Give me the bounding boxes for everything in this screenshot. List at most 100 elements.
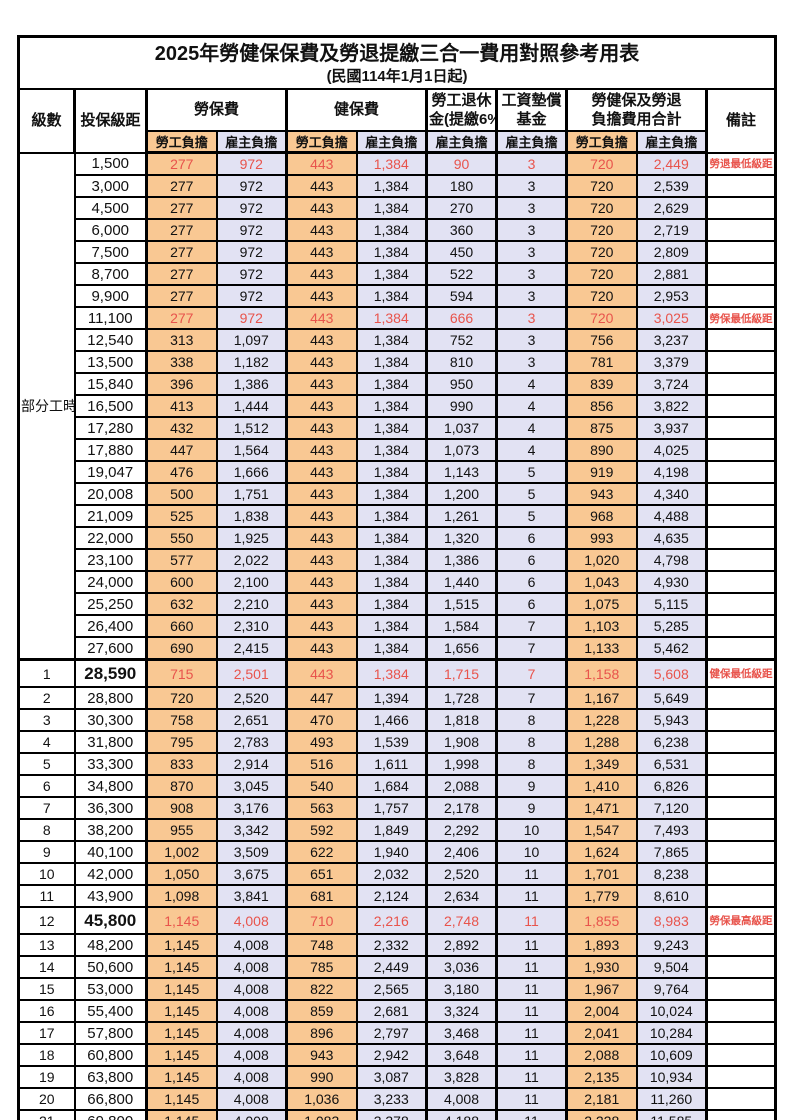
cell-bracket: 23,100 xyxy=(73,548,148,572)
cell-labor-employer: 972 xyxy=(215,284,288,308)
table-header: 2025年勞健保保費及勞退提繳三合一費用對照參考用表 (民國114年1月1日起)… xyxy=(17,35,777,154)
cell-health-employee: 443 xyxy=(285,394,358,418)
table-row: 4,500 277 972 443 1,384 270 3 720 2,629 xyxy=(19,196,777,220)
cell-bracket: 48,200 xyxy=(73,933,148,957)
cell-labor-employer: 2,783 xyxy=(215,730,288,754)
cell-labor-employer: 2,520 xyxy=(215,686,288,710)
header-health-insurance: 健保費 xyxy=(285,88,428,132)
cell-pension: 450 xyxy=(425,240,498,264)
cell-labor-employee: 1,145 xyxy=(145,999,218,1023)
cell-wage-fund: 11 xyxy=(495,1087,568,1111)
cell-note xyxy=(705,504,777,528)
cell-bracket: 11,100 xyxy=(73,306,148,330)
cell-total-employee: 1,043 xyxy=(565,570,638,594)
cell-wage-fund: 9 xyxy=(495,774,568,798)
cell-total-employee: 2,181 xyxy=(565,1087,638,1111)
cell-labor-employee: 1,145 xyxy=(145,933,218,957)
cell-health-employee: 443 xyxy=(285,614,358,638)
cell-labor-employer: 972 xyxy=(215,262,288,286)
cell-labor-employer: 1,512 xyxy=(215,416,288,440)
table-row: 16 55,400 1,145 4,008 859 2,681 3,324 11 2,004 10… xyxy=(17,999,777,1023)
cell-labor-employer: 4,008 xyxy=(215,999,288,1023)
cell-health-employer: 2,565 xyxy=(355,977,428,1001)
cell-health-employee: 443 xyxy=(285,218,358,242)
cell-total-employer: 10,934 xyxy=(635,1065,708,1089)
cell-health-employer: 1,384 xyxy=(355,151,428,176)
cell-pension: 3,036 xyxy=(425,955,498,979)
cell-note xyxy=(705,1109,777,1120)
cell-wage-fund: 6 xyxy=(495,592,568,616)
cell-health-employee: 622 xyxy=(285,840,358,864)
cell-wage-fund: 3 xyxy=(495,262,568,286)
cell-health-employee: 990 xyxy=(285,1065,358,1089)
cell-total-employee: 890 xyxy=(565,438,638,462)
cell-bracket: 33,300 xyxy=(73,752,148,776)
cell-health-employer: 1,384 xyxy=(355,306,428,330)
cell-total-employee: 720 xyxy=(565,151,638,176)
cell-bracket: 22,000 xyxy=(73,526,148,550)
cell-total-employee: 2,041 xyxy=(565,1021,638,1045)
cell-health-employee: 748 xyxy=(285,933,358,957)
cell-bracket: 30,300 xyxy=(73,708,148,732)
cell-total-employee: 720 xyxy=(565,196,638,220)
cell-pension: 1,715 xyxy=(425,658,498,688)
table-row: 5 33,300 833 2,914 516 1,611 1,998 8 1,349 6,531 xyxy=(17,752,777,776)
cell-pension: 1,073 xyxy=(425,438,498,462)
cell-pension: 2,892 xyxy=(425,933,498,957)
cell-health-employer: 1,384 xyxy=(355,416,428,440)
cell-bracket: 36,300 xyxy=(73,796,148,820)
header-health-employer: 雇主負擔 xyxy=(355,130,428,154)
cell-pension: 2,178 xyxy=(425,796,498,820)
cell-health-employer: 1,384 xyxy=(355,438,428,462)
cell-note xyxy=(705,752,777,776)
cell-note xyxy=(705,1087,777,1111)
cell-note xyxy=(705,686,777,710)
cell-pension: 4,188 xyxy=(425,1109,498,1120)
cell-note xyxy=(705,614,777,638)
cell-total-employer: 5,608 xyxy=(635,658,708,688)
cell-labor-employee: 1,145 xyxy=(145,906,218,935)
cell-bracket: 4,500 xyxy=(73,196,148,220)
cell-labor-employer: 4,008 xyxy=(215,1021,288,1045)
cell-total-employer: 11,260 xyxy=(635,1087,708,1111)
cell-health-employer: 1,384 xyxy=(355,614,428,638)
cell-labor-employee: 1,145 xyxy=(145,1065,218,1089)
table-row: 15,840 396 1,386 443 1,384 950 4 839 3,724 xyxy=(19,372,777,396)
cell-labor-employer: 2,501 xyxy=(215,658,288,688)
cell-pension: 2,088 xyxy=(425,774,498,798)
cell-wage-fund: 7 xyxy=(495,686,568,710)
cell-bracket: 31,800 xyxy=(73,730,148,754)
cell-wage-fund: 10 xyxy=(495,818,568,842)
cell-bracket: 57,800 xyxy=(73,1021,148,1045)
cell-wage-fund: 9 xyxy=(495,796,568,820)
cell-note xyxy=(705,636,777,661)
cell-labor-employee: 277 xyxy=(145,262,218,286)
cell-health-employee: 470 xyxy=(285,708,358,732)
cell-bracket: 63,800 xyxy=(73,1065,148,1089)
cell-health-employer: 1,539 xyxy=(355,730,428,754)
cell-health-employee: 443 xyxy=(285,526,358,550)
page-title: 2025年勞健保保費及勞退提繳三合一費用對照參考用表 xyxy=(154,42,640,65)
cell-health-employer: 2,032 xyxy=(355,862,428,886)
cell-pension: 2,748 xyxy=(425,906,498,935)
cell-total-employee: 1,410 xyxy=(565,774,638,798)
cell-labor-employer: 3,509 xyxy=(215,840,288,864)
cell-wage-fund: 11 xyxy=(495,999,568,1023)
cell-labor-employer: 1,925 xyxy=(215,526,288,550)
cell-health-employee: 443 xyxy=(285,306,358,330)
cell-pension: 1,261 xyxy=(425,504,498,528)
cell-labor-employee: 600 xyxy=(145,570,218,594)
cell-bracket: 60,800 xyxy=(73,1043,148,1067)
cell-total-employer: 4,798 xyxy=(635,548,708,572)
cell-health-employer: 2,681 xyxy=(355,999,428,1023)
cell-total-employer: 2,449 xyxy=(635,151,708,176)
cell-wage-fund: 3 xyxy=(495,306,568,330)
cell-pension: 2,634 xyxy=(425,884,498,908)
cell-wage-fund: 11 xyxy=(495,1109,568,1120)
cell-health-employee: 785 xyxy=(285,955,358,979)
cell-bracket: 6,000 xyxy=(73,218,148,242)
cell-labor-employee: 1,145 xyxy=(145,1109,218,1120)
cell-labor-employer: 4,008 xyxy=(215,1109,288,1120)
cell-wage-fund: 6 xyxy=(495,526,568,550)
cell-pension: 1,515 xyxy=(425,592,498,616)
